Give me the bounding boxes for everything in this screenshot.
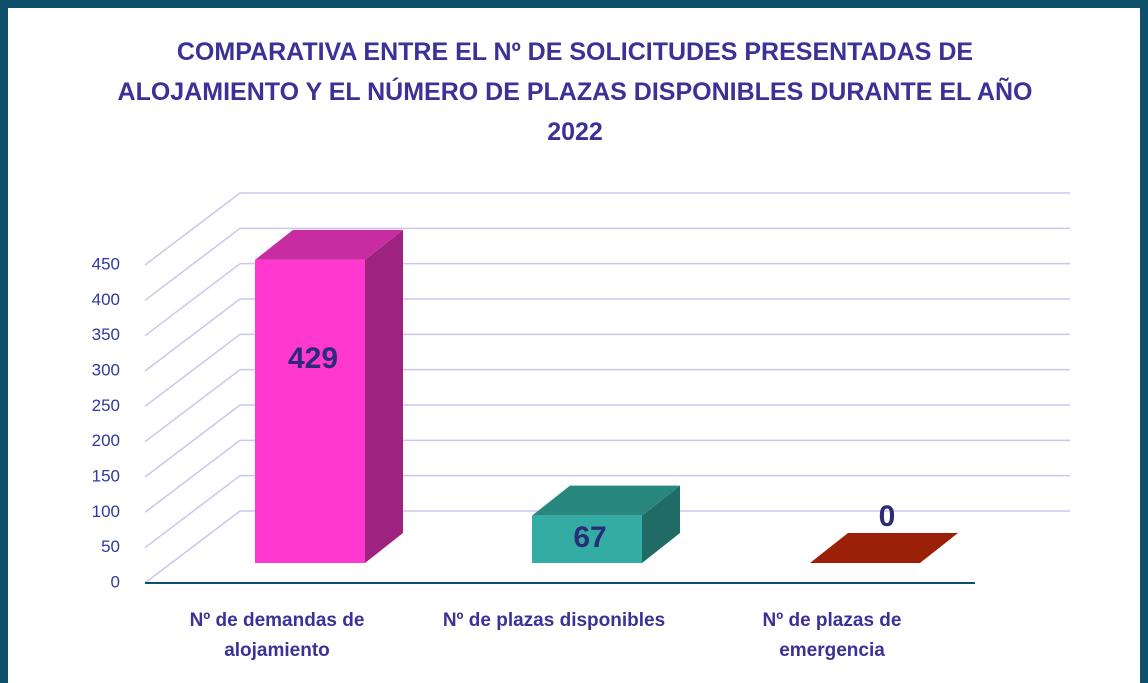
y-tick-label: 450 (92, 254, 120, 273)
bar-top (810, 533, 958, 563)
x-tick-label: Nº de plazas disponibles (442, 610, 666, 631)
grid-line (144, 510, 241, 584)
bar (255, 259, 365, 563)
y-tick-label: 150 (92, 466, 120, 485)
bar-top (532, 485, 680, 516)
grid-line (144, 439, 241, 513)
y-tick-label: 200 (92, 431, 120, 450)
y-tick-label: 0 (111, 572, 120, 591)
y-tick-label: 350 (92, 325, 120, 344)
x-tick-label: Nº de demandas de alojamiento (189, 610, 365, 661)
bar (532, 515, 642, 563)
value-label: 0 (879, 500, 896, 533)
bar-side (365, 229, 403, 563)
grid-line (144, 333, 241, 407)
bar-top (255, 229, 403, 260)
value-label: 67 (573, 521, 606, 554)
y-tick-label: 100 (92, 502, 120, 521)
bar-side (642, 485, 680, 563)
x-tick-label: Nº de plazas de emergencia (762, 610, 902, 661)
grid-line (144, 192, 241, 266)
grid-line (144, 298, 241, 372)
y-tick-label: 400 (92, 290, 120, 309)
value-label: 429 (288, 342, 338, 375)
chart-title: COMPARATIVA ENTRE EL Nº DE SOLICITUDES P… (117, 38, 1033, 146)
grid-line (144, 475, 241, 549)
plot: 0 50 100 150 200 250 300 350 400 450 429 67 0 (92, 192, 1070, 591)
grid-line (144, 227, 241, 301)
y-tick-label: 250 (92, 396, 120, 415)
grid-line (144, 404, 241, 478)
y-tick-label: 300 (92, 360, 120, 379)
y-tick-label: 50 (101, 537, 120, 556)
grid-line (144, 263, 241, 337)
grid-line (144, 369, 241, 443)
